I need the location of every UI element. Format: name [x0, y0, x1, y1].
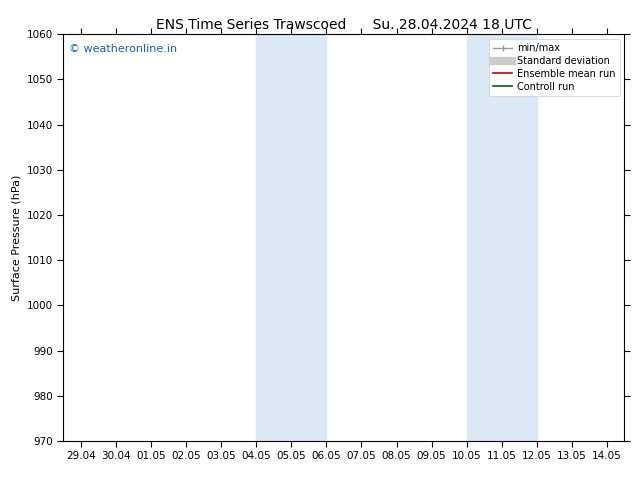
Y-axis label: Surface Pressure (hPa): Surface Pressure (hPa)	[11, 174, 21, 301]
Text: © weatheronline.in: © weatheronline.in	[69, 45, 177, 54]
Bar	[467, 34, 537, 441]
Legend: min/max, Standard deviation, Ensemble mean run, Controll run: min/max, Standard deviation, Ensemble me…	[489, 39, 619, 96]
Bar	[256, 34, 327, 441]
Title: ENS Time Series Trawscoed      Su. 28.04.2024 18 UTC: ENS Time Series Trawscoed Su. 28.04.2024…	[156, 18, 532, 32]
